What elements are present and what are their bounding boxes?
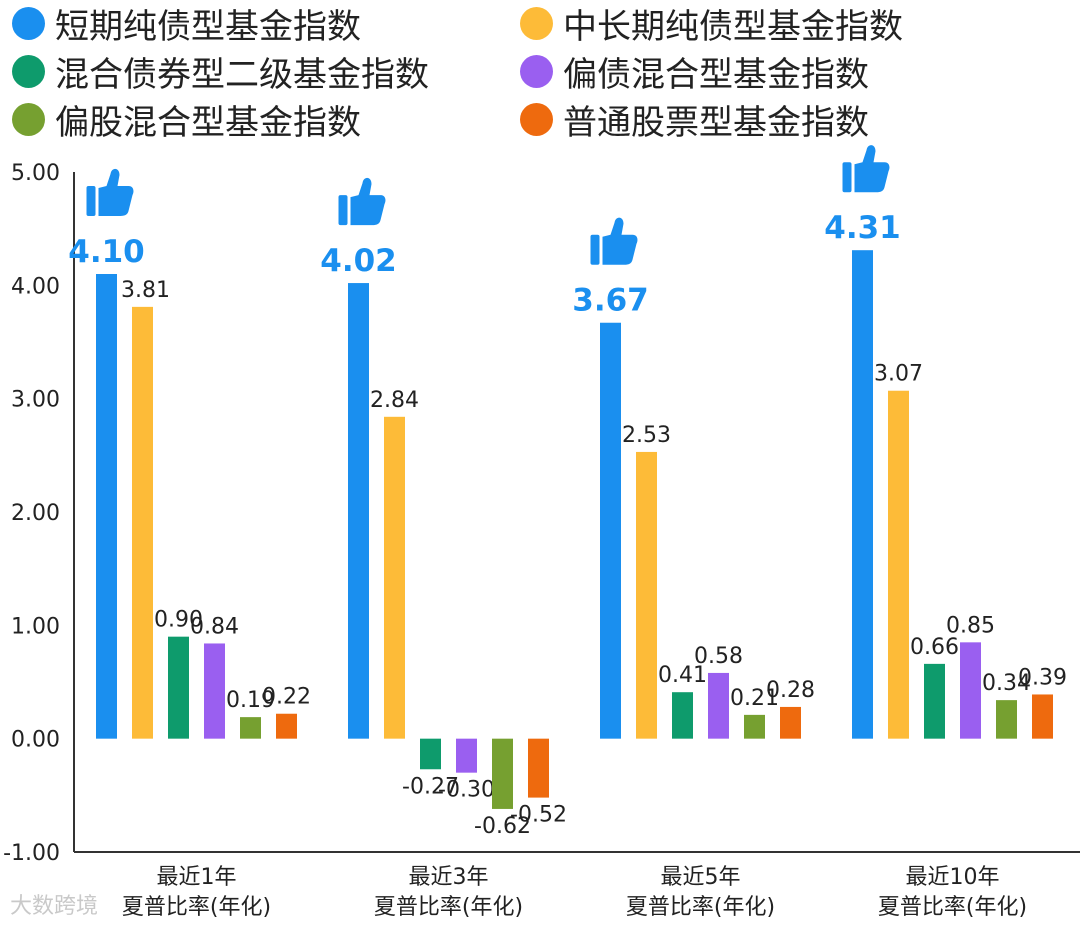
bar	[672, 692, 693, 739]
legend-label: 普通股票型基金指数	[563, 102, 869, 143]
legend-item: 短期纯债型基金指数	[12, 0, 361, 47]
thumbs-up-icon	[842, 145, 890, 193]
value-label: 0.28	[766, 678, 815, 703]
value-label: -0.27	[402, 774, 459, 799]
bar	[168, 636, 189, 739]
x-category-label: 夏普比率(年化)	[878, 895, 1027, 920]
bar	[384, 416, 405, 739]
value-label: 0.22	[262, 685, 311, 710]
legend-item: 偏债混合型基金指数	[520, 48, 869, 95]
y-tick-label: 0.00	[11, 728, 60, 753]
legend-label: 偏债混合型基金指数	[563, 54, 869, 95]
bar	[240, 717, 261, 739]
value-label: 0.41	[658, 663, 707, 688]
legend-label: 中长期纯债型基金指数	[563, 6, 903, 47]
bar	[492, 738, 513, 809]
bar	[420, 738, 441, 770]
value-label: 3.81	[121, 278, 170, 303]
x-category-label: 夏普比率(年化)	[122, 895, 271, 920]
highlight-value-label: 4.10	[68, 234, 145, 270]
bar	[132, 306, 153, 739]
x-category-label: 最近10年	[906, 865, 1000, 890]
x-category-label: 最近3年	[409, 865, 489, 890]
bar	[276, 713, 297, 739]
bar	[348, 283, 369, 739]
y-tick-label: 1.00	[11, 614, 60, 639]
legend-swatch	[520, 102, 553, 136]
value-label: 3.07	[874, 362, 923, 387]
value-label: 0.66	[910, 635, 959, 660]
value-label: 0.34	[982, 671, 1031, 696]
value-label: 0.21	[730, 686, 779, 711]
legend-item: 偏股混合型基金指数	[12, 96, 361, 143]
y-tick-label: 4.00	[11, 274, 60, 299]
highlight-value-label: 3.67	[572, 283, 649, 319]
legend-item: 混合债券型二级基金指数	[12, 48, 429, 95]
legend-swatch	[520, 6, 553, 40]
bar	[780, 706, 801, 739]
bar	[924, 663, 945, 739]
x-category-label: 夏普比率(年化)	[374, 895, 523, 920]
legend-item: 中长期纯债型基金指数	[520, 0, 903, 47]
bar	[1032, 694, 1053, 739]
y-tick-label: 5.00	[11, 161, 60, 186]
legend-swatch	[520, 54, 553, 88]
legend: 短期纯债型基金指数 中长期纯债型基金指数混合债券型二级基金指数 偏债混合型基金指数偏…	[0, 0, 1080, 150]
value-label: -0.52	[510, 803, 567, 828]
watermark: 大数跨境	[10, 894, 99, 919]
legend-label: 偏股混合型基金指数	[55, 102, 361, 143]
thumbs-up-icon	[86, 168, 134, 216]
legend-label: 短期纯债型基金指数	[55, 6, 361, 47]
x-category-label: 最近5年	[661, 865, 741, 890]
y-tick-label: 3.00	[11, 388, 60, 413]
legend-swatch	[12, 6, 45, 40]
bar	[96, 274, 117, 739]
highlight-value-label: 4.31	[824, 210, 901, 246]
x-category-label: 最近1年	[157, 865, 237, 890]
legend-swatch	[12, 54, 45, 88]
bar	[852, 250, 873, 739]
value-label: 0.90	[154, 608, 203, 633]
thumbs-up-icon	[338, 177, 386, 226]
value-label: 2.84	[370, 388, 419, 413]
value-label: 0.84	[190, 614, 239, 639]
legend-item: 普通股票型基金指数	[520, 96, 869, 143]
value-label: 0.58	[694, 644, 743, 669]
bar	[744, 714, 765, 739]
y-tick-label: -1.00	[3, 841, 60, 866]
y-tick-label: 2.00	[11, 501, 60, 526]
bar	[600, 322, 621, 739]
value-label: -0.30	[438, 778, 495, 803]
value-label: 2.53	[622, 423, 671, 448]
highlight-value-label: 4.02	[320, 243, 397, 279]
bar	[960, 642, 981, 739]
x-category-label: 夏普比率(年化)	[626, 895, 775, 920]
value-label: 0.19	[226, 688, 275, 713]
value-label: 0.39	[1018, 665, 1067, 690]
value-label: -0.62	[474, 814, 531, 839]
bar	[456, 738, 477, 773]
bar	[204, 643, 225, 739]
bar	[888, 390, 909, 739]
bar	[528, 738, 549, 798]
bar	[996, 700, 1017, 739]
bar	[636, 451, 657, 739]
bar	[708, 672, 729, 739]
legend-swatch	[12, 102, 45, 136]
legend-label: 混合债券型二级基金指数	[55, 54, 429, 95]
value-label: 0.85	[946, 613, 995, 638]
thumbs-up-icon	[590, 217, 638, 265]
